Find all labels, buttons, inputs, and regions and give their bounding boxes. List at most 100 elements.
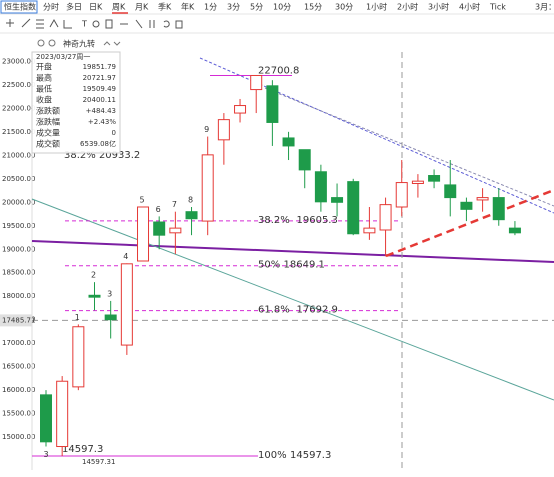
- info-value: 20400.11: [83, 96, 116, 104]
- fib-tool[interactable]: [36, 19, 44, 29]
- candle-body: [201, 154, 214, 222]
- magnet-tool[interactable]: [135, 19, 143, 29]
- icon-tool[interactable]: [92, 20, 100, 28]
- text-tool[interactable]: T: [81, 20, 87, 29]
- y-tick-label: 22000.00: [2, 104, 35, 112]
- fib-pct: 50%: [258, 260, 280, 271]
- period-tab[interactable]: 月K: [135, 3, 149, 12]
- info-label: 成交量: [36, 128, 60, 138]
- info-date: 2023/03/27周一: [36, 53, 90, 61]
- td-count: 6: [156, 205, 161, 214]
- candle-body: [411, 180, 424, 185]
- td-count: 1: [75, 313, 80, 322]
- candle-body: [153, 221, 166, 236]
- ruler-tool[interactable]: [105, 19, 113, 29]
- order-icons[interactable]: [103, 41, 121, 46]
- y-tick-label: 19000.00: [2, 245, 35, 253]
- candle-body: [72, 326, 85, 388]
- eye-icon[interactable]: [37, 39, 45, 47]
- candle-body: [137, 206, 150, 262]
- period-tab[interactable]: 10分: [273, 3, 291, 12]
- price-tag: [0, 314, 32, 327]
- info-value: 0: [112, 129, 116, 137]
- td-count: 2: [91, 271, 96, 280]
- info-label: 开盘: [36, 62, 52, 72]
- period-tab[interactable]: 4小时: [459, 2, 480, 12]
- candle-body: [88, 294, 101, 298]
- tab-box: [0, 0, 38, 14]
- period-tab[interactable]: 5分: [250, 3, 263, 12]
- support-line: [31, 240, 554, 263]
- fib-pct: 38.2%: [258, 215, 290, 226]
- info-value: 19851.79: [83, 63, 116, 71]
- candle-body: [169, 227, 182, 234]
- y-tick-label: 20500.00: [2, 175, 35, 183]
- candle-body: [56, 380, 69, 448]
- y-tick-label: 16500.00: [2, 363, 35, 371]
- period-tab[interactable]: Tick: [489, 3, 506, 12]
- cursor-low-label: 14597.31: [82, 458, 115, 466]
- candle-body: [314, 171, 327, 203]
- info-label: 涨跌幅: [36, 117, 60, 127]
- info-value: 19509.49: [83, 85, 116, 93]
- candle-body: [217, 119, 230, 141]
- y-tick-label: 18500.00: [2, 269, 35, 277]
- td-count: 3: [43, 450, 48, 459]
- info-label: 收盘: [36, 95, 52, 105]
- candle-body: [508, 227, 521, 234]
- period-tab[interactable]: 季K: [158, 2, 172, 12]
- period-tab[interactable]: 周K: [112, 3, 126, 12]
- candle-body: [185, 211, 198, 220]
- fib-value: 14597.3: [62, 444, 103, 455]
- fib-value: 19605.3: [297, 215, 338, 226]
- period-tab[interactable]: 2小时: [397, 2, 418, 12]
- info-value: +2.43%: [88, 118, 116, 126]
- period-tab[interactable]: 多日: [66, 2, 82, 12]
- candle-body: [234, 105, 247, 114]
- settings-icon[interactable]: [48, 39, 56, 47]
- y-tick-label: 17000.00: [2, 339, 35, 347]
- y-tick-label: 18000.00: [2, 292, 35, 300]
- period-tab[interactable]: 15分: [304, 3, 322, 12]
- visibility-tool[interactable]: [163, 20, 170, 28]
- fib-pct: 100%: [258, 450, 287, 461]
- lock-tool[interactable]: [149, 20, 155, 28]
- y-tick-label: 20000.00: [2, 198, 35, 206]
- fib-value: 18649.1: [284, 260, 325, 271]
- y-tick-label: 21000.00: [2, 151, 35, 159]
- line-tool[interactable]: [21, 18, 31, 28]
- drawing-tools[interactable]: T: [6, 18, 183, 29]
- period-tab[interactable]: 3月：1小时K: [535, 2, 554, 12]
- price-tag-label: 17485.71: [2, 316, 35, 324]
- delete-tool[interactable]: [175, 20, 183, 29]
- fib-value: 14597.3: [290, 450, 331, 461]
- td-count: 5: [139, 195, 144, 204]
- candle-body: [444, 184, 457, 199]
- candle-body: [331, 197, 344, 203]
- period-tab[interactable]: 1小时: [366, 2, 387, 12]
- period-tab[interactable]: 分时: [43, 2, 59, 12]
- measure-tool[interactable]: [63, 20, 72, 29]
- info-label: 成交额: [36, 139, 60, 149]
- y-tick-label: 15000.00: [2, 433, 35, 441]
- info-label: 最高: [36, 73, 52, 83]
- index-tab[interactable]: 恒生指数: [4, 2, 36, 12]
- y-tick-label: 19500.00: [2, 222, 35, 230]
- period-tab[interactable]: 3分: [227, 3, 240, 12]
- period-tab[interactable]: 1分: [204, 3, 217, 12]
- rising-line: [385, 188, 554, 258]
- crosshair-tool[interactable]: [6, 19, 14, 27]
- trend-lines: [31, 52, 554, 470]
- period-tab[interactable]: 日K: [89, 3, 103, 12]
- td-count: 7: [172, 200, 177, 209]
- info-panel: 2023/03/27周一 开盘 19851.79 最高 20721.97 最低 19509…: [31, 51, 121, 154]
- td-count: 9: [204, 125, 209, 134]
- old-fib-label: 38.2% 20933.2: [64, 150, 140, 161]
- period-tab[interactable]: 年K: [181, 2, 195, 12]
- period-tab[interactable]: 30分: [335, 3, 353, 12]
- candle-body: [476, 197, 489, 201]
- period-tab[interactable]: 3小时: [428, 2, 449, 12]
- shape-tool[interactable]: [49, 18, 59, 28]
- candle-body: [347, 181, 360, 235]
